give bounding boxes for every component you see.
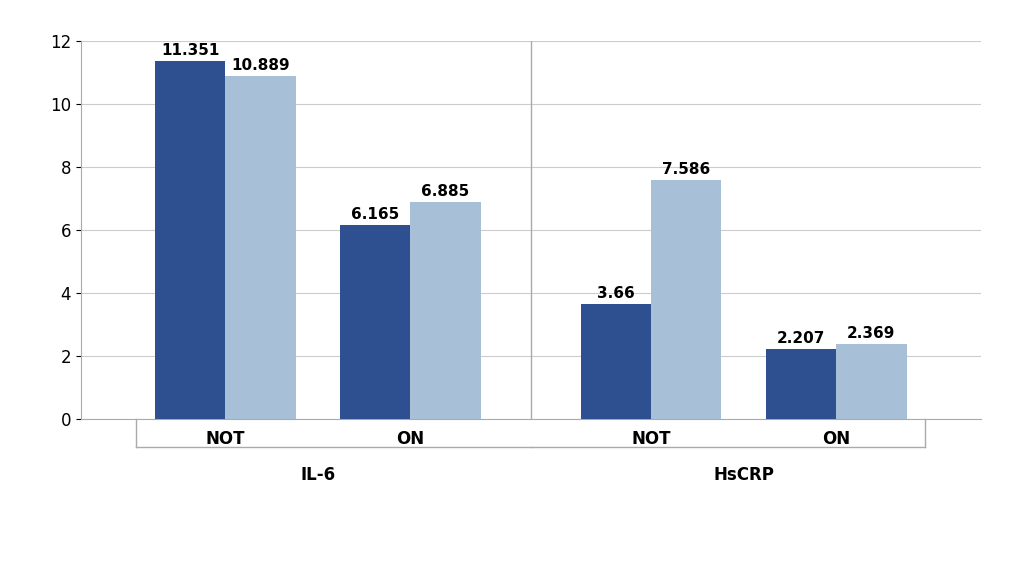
Text: 10.889: 10.889 [232,58,290,73]
Bar [225,76,295,419]
Bar [836,345,907,419]
Text: 11.351: 11.351 [161,43,219,58]
Text: 7.586: 7.586 [662,162,711,177]
Text: 3.66: 3.66 [598,286,635,300]
Bar [766,349,836,419]
Text: HsCRP: HsCRP [713,466,774,484]
Bar [651,180,722,419]
Text: 6.165: 6.165 [351,207,399,222]
Text: 6.885: 6.885 [422,184,470,199]
Bar [340,225,410,419]
Bar [155,61,225,419]
Text: 2.369: 2.369 [847,326,896,341]
Bar [580,304,651,419]
Bar [410,202,481,419]
Text: 2.207: 2.207 [776,331,825,346]
Text: IL-6: IL-6 [300,466,336,484]
